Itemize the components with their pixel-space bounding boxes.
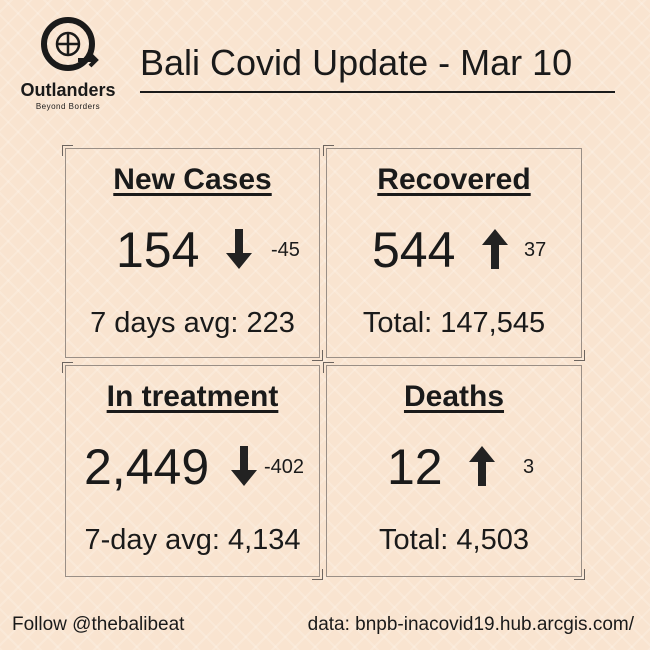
card-heading: Recovered (377, 163, 531, 196)
card-footer: 7 days avg: 223 (90, 307, 295, 339)
arrow-down (226, 229, 252, 269)
card-footer: 7-day avg: 4,134 (84, 524, 301, 556)
card-heading: Deaths (403, 380, 505, 413)
follow-text: Follow @thebalibeat (12, 614, 185, 635)
card: Deaths 12 3 Total: 4,503 (323, 362, 585, 580)
source-text: data: bnpb-inacovid19.hub.arcgis.com/ (307, 614, 634, 635)
card-value: 154 (116, 222, 200, 278)
logo-name: Outlanders (20, 80, 116, 100)
card-heading: In treatment (106, 380, 279, 413)
card-change: -402 (264, 456, 305, 478)
logo-icon (41, 17, 99, 71)
card-heading: New Cases (113, 163, 272, 196)
title: Bali Covid Update - Mar 10 (140, 42, 573, 83)
card-value: 544 (372, 222, 456, 278)
card-value: 2,449 (84, 439, 210, 495)
arrow-up (469, 446, 495, 486)
title-underline (140, 91, 615, 93)
logo-tagline: Beyond Borders (35, 102, 101, 111)
card-footer: Total: 4,503 (379, 524, 529, 556)
card: Recovered 544 37 Total: 147,545 (323, 145, 585, 361)
arrow-down (231, 446, 257, 486)
card-footer: Total: 147,545 (362, 307, 546, 339)
card-change: 37 (524, 239, 547, 261)
card-value: 12 (387, 439, 443, 495)
card-change: -45 (271, 239, 300, 261)
card: In treatment 2,449 -402 7-day avg: 4,134 (62, 362, 323, 580)
card: New Cases 154 -45 7 days avg: 223 (62, 145, 323, 361)
arrow-up (482, 229, 508, 269)
card-change: 3 (523, 456, 535, 478)
